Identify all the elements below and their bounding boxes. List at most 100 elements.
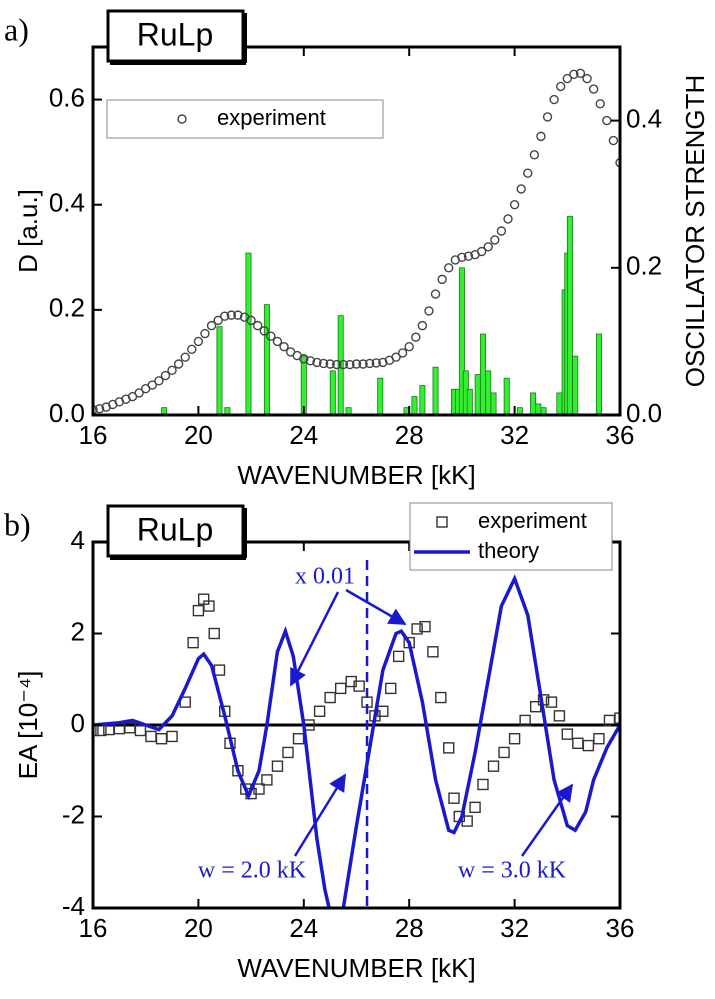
annotation-arrow bbox=[293, 773, 347, 857]
data-point bbox=[461, 815, 473, 827]
data-point bbox=[569, 69, 579, 80]
data-point bbox=[200, 328, 210, 339]
data-point bbox=[364, 358, 375, 369]
data-point bbox=[246, 315, 256, 326]
y2-tick-label: 0.0 bbox=[626, 398, 662, 428]
data-point bbox=[411, 332, 421, 342]
data-point bbox=[503, 214, 513, 224]
annotation: x 0.01 bbox=[295, 564, 355, 590]
bar bbox=[516, 407, 523, 415]
data-point bbox=[378, 357, 388, 368]
data-point bbox=[476, 246, 487, 257]
title-box bbox=[106, 504, 245, 558]
legend-label: theory bbox=[478, 538, 539, 563]
data-point bbox=[312, 357, 322, 368]
data-point bbox=[233, 310, 243, 320]
data-point bbox=[292, 733, 305, 745]
data-point bbox=[496, 226, 507, 236]
bar bbox=[377, 377, 384, 415]
data-point bbox=[469, 801, 481, 814]
data-point bbox=[549, 94, 559, 105]
data-point bbox=[614, 712, 620, 724]
bar bbox=[161, 407, 168, 415]
data-point bbox=[602, 115, 612, 126]
data-point bbox=[483, 242, 493, 252]
data-point bbox=[187, 344, 197, 354]
y-tick-label: -2 bbox=[62, 799, 85, 829]
data-point bbox=[385, 682, 397, 695]
axes-frame bbox=[91, 45, 622, 417]
data-point bbox=[487, 760, 500, 772]
data-point bbox=[334, 682, 347, 695]
y-tick-label: 4 bbox=[71, 525, 85, 555]
legend-marker bbox=[436, 516, 448, 528]
data-point bbox=[155, 733, 168, 745]
data-point bbox=[575, 68, 586, 78]
y-tick-label: 0.6 bbox=[49, 82, 85, 112]
data-point bbox=[588, 84, 599, 94]
data-point bbox=[595, 99, 605, 109]
x-axis-label: WAVENUMBER [kK] bbox=[237, 460, 475, 490]
data-point bbox=[282, 746, 294, 759]
legend-label: experiment bbox=[478, 508, 587, 533]
legend-marker bbox=[177, 114, 187, 124]
bar bbox=[216, 326, 223, 415]
data-point bbox=[377, 705, 389, 717]
x-tick-label: 28 bbox=[395, 420, 424, 450]
data-point bbox=[490, 235, 500, 245]
data-point bbox=[529, 701, 542, 713]
bar bbox=[329, 370, 336, 415]
x-tick-label: 24 bbox=[289, 913, 318, 943]
data-point bbox=[358, 359, 368, 369]
data-point bbox=[519, 714, 531, 727]
data-point bbox=[187, 636, 199, 649]
data-point bbox=[582, 73, 592, 84]
data-point bbox=[271, 760, 284, 772]
data-point bbox=[193, 336, 204, 347]
data-point bbox=[516, 184, 526, 194]
data-point bbox=[572, 737, 584, 749]
data-point bbox=[147, 380, 157, 390]
data-point bbox=[556, 81, 566, 92]
data-point bbox=[160, 370, 171, 381]
annotation: w = 2.0 kK bbox=[198, 858, 307, 884]
y-tick-label: 0.2 bbox=[49, 293, 85, 323]
theory-line bbox=[93, 574, 620, 908]
bar bbox=[535, 403, 542, 415]
y-axis-label: EA [10⁻⁴] bbox=[13, 671, 43, 780]
data-point bbox=[508, 733, 521, 745]
x-tick-label: 16 bbox=[79, 913, 108, 943]
data-point bbox=[424, 306, 434, 316]
legend-label: experiment bbox=[217, 105, 326, 130]
bar bbox=[503, 377, 510, 415]
data-point bbox=[463, 251, 474, 261]
data-point bbox=[167, 365, 177, 376]
data-point bbox=[430, 289, 441, 299]
chart-title: RuLp bbox=[137, 16, 214, 52]
bar bbox=[245, 252, 252, 415]
data-point bbox=[208, 627, 220, 640]
bar bbox=[224, 407, 231, 415]
panel-label: a) bbox=[4, 11, 29, 47]
bar bbox=[556, 392, 563, 415]
data-point bbox=[318, 358, 329, 369]
annotation-arrow bbox=[289, 591, 340, 687]
data-point bbox=[529, 150, 540, 160]
data-point bbox=[93, 724, 99, 737]
x-tick-label: 36 bbox=[606, 913, 635, 943]
data-point bbox=[332, 359, 342, 370]
data-point bbox=[593, 733, 605, 745]
plot-area bbox=[93, 68, 620, 415]
y2-tick-label: 0.4 bbox=[626, 103, 662, 133]
data-point bbox=[391, 352, 401, 362]
data-point bbox=[313, 705, 326, 717]
bar bbox=[485, 370, 492, 415]
data-point bbox=[180, 352, 190, 362]
bar bbox=[466, 388, 473, 415]
data-point bbox=[353, 680, 365, 692]
data-point bbox=[417, 320, 428, 331]
y-axis-label: D [a.u.] bbox=[13, 189, 43, 273]
annotation-arrow bbox=[345, 588, 407, 626]
data-point bbox=[266, 331, 276, 341]
x-tick-label: 24 bbox=[289, 420, 318, 450]
